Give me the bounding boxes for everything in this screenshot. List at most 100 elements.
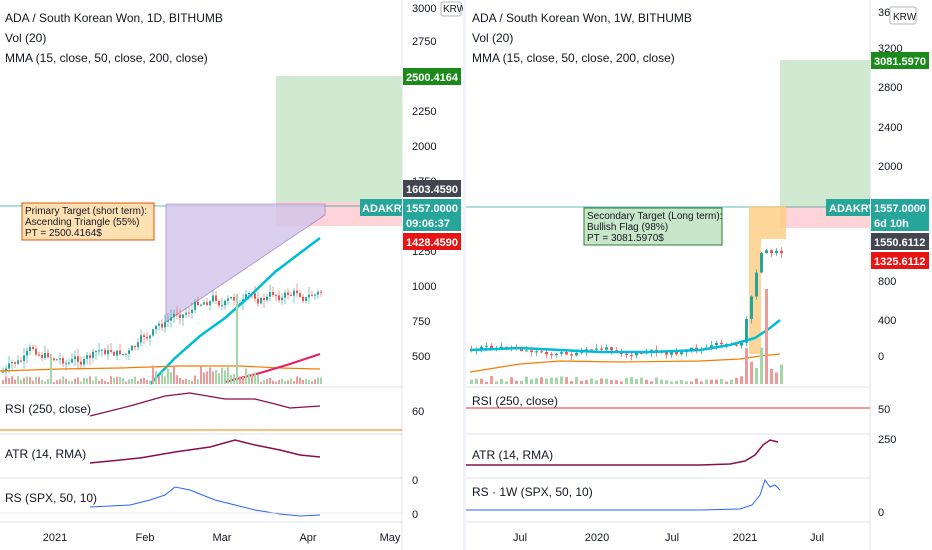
volume-bar: [80, 381, 82, 384]
candle-body: [134, 345, 136, 348]
volume-bar: [630, 377, 633, 384]
candle-body: [500, 346, 503, 349]
candle-body: [630, 354, 633, 356]
candle-body: [119, 350, 121, 355]
volume-bar: [299, 377, 301, 384]
volume-bar: [170, 371, 172, 384]
candle-body: [740, 342, 743, 346]
volume-bar: [89, 376, 91, 384]
right-atr-tick: 250: [878, 434, 896, 446]
left-currency-box[interactable]: [440, 1, 462, 17]
candle-body: [191, 309, 193, 314]
candle-body: [194, 301, 196, 310]
volume-bar: [53, 381, 55, 384]
volume-bar: [595, 380, 598, 384]
volume-bar: [293, 381, 295, 384]
volume-bar: [11, 376, 13, 384]
right-chart-title[interactable]: ADA / South Korean Won, 1W, BITHUMB: [472, 11, 692, 25]
right-rsi-label[interactable]: RSI (250, close): [472, 394, 558, 408]
volume-bar: [635, 379, 638, 384]
left-vol-legend[interactable]: Vol (20): [5, 31, 46, 45]
volume-bar: [173, 366, 175, 384]
candle-body: [296, 290, 298, 294]
left-tag-target-bg: [403, 68, 461, 85]
candle-body: [230, 296, 232, 299]
candle-body: [11, 362, 13, 364]
volume-bar: [47, 378, 49, 384]
right-atr-label[interactable]: ATR (14, RMA): [472, 448, 553, 462]
volume-bar: [101, 378, 103, 384]
candle-body: [269, 292, 271, 297]
left-rsi-label[interactable]: RSI (250, close): [5, 402, 91, 416]
volume-bar: [625, 377, 628, 384]
volume-bar: [730, 379, 733, 384]
volume-bar: [515, 380, 518, 384]
volume-bar: [580, 380, 583, 384]
volume-bar: [620, 381, 623, 384]
candle-body: [765, 250, 768, 253]
volume-bar: [745, 348, 748, 384]
left-price-tick: 1000: [412, 281, 436, 293]
volume-bar: [14, 379, 16, 384]
candle-body: [695, 347, 698, 350]
candle-body: [565, 352, 568, 355]
right-price-tick: 800: [878, 276, 896, 288]
left-rs-tick: 0: [412, 509, 418, 521]
volume-bar: [17, 376, 19, 384]
candle-body: [735, 344, 738, 346]
left-chart-title[interactable]: ADA / South Korean Won, 1D, BITHUMB: [5, 11, 223, 25]
volume-bar: [530, 379, 533, 384]
volume-bar: [230, 374, 232, 384]
volume-bar: [545, 378, 548, 384]
volume-bar: [263, 379, 265, 384]
candle-body: [71, 359, 73, 363]
left-volume: [2, 294, 322, 384]
left-symbol-tag[interactable]: ADAKRW: [362, 203, 413, 215]
volume-bar: [212, 371, 214, 384]
candle-body: [53, 358, 55, 361]
right-note-line2: Bullish Flag (98%): [587, 222, 668, 233]
volume-bar: [480, 378, 483, 384]
candle-body: [525, 350, 528, 352]
right-note-line1: Secondary Target (Long term):: [587, 211, 722, 222]
volume-bar: [134, 376, 136, 384]
left-ascending-triangle: [165, 203, 326, 323]
volume-bar: [131, 378, 133, 384]
candle-body: [113, 351, 115, 356]
candle-body: [203, 302, 205, 305]
candle-body: [167, 320, 169, 322]
left-mma-legend[interactable]: MMA (15, close, 50, close, 200, close): [5, 51, 208, 65]
left-note-line1: Primary Target (short term):: [25, 206, 147, 217]
candle-body: [176, 313, 178, 315]
right-tag-target-bg: [871, 52, 929, 69]
volume-bar: [645, 379, 648, 384]
right-symbol-tag[interactable]: ADAKRW: [829, 203, 880, 215]
right-currency-box[interactable]: [889, 6, 917, 25]
candle-body: [221, 305, 223, 307]
candle-body: [65, 363, 67, 365]
candle-body: [152, 329, 154, 336]
volume-bar: [239, 376, 241, 384]
volume-bar: [143, 377, 145, 384]
right-vol-legend[interactable]: Vol (20): [472, 31, 513, 45]
right-mma-legend[interactable]: MMA (15, close, 50, close, 200, close): [472, 51, 675, 65]
candle-body: [164, 321, 166, 328]
volume-bar: [308, 379, 310, 384]
candle-body: [41, 354, 43, 359]
left-rs-label[interactable]: RS (SPX, 50, 10): [5, 491, 97, 505]
volume-bar: [725, 381, 728, 384]
volume-bar: [98, 381, 100, 384]
candle-body: [182, 314, 184, 318]
volume-bar: [182, 379, 184, 384]
volume-bar: [107, 381, 109, 384]
right-rs-label[interactable]: RS · 1W (SPX, 50, 10): [472, 485, 593, 499]
candle-body: [278, 295, 280, 301]
volume-bar: [2, 380, 4, 384]
candle-body: [227, 298, 229, 301]
volume-bar: [35, 376, 37, 384]
volume-bar: [23, 377, 25, 384]
volume-bar: [113, 378, 115, 384]
left-rs-line: [89, 486, 321, 517]
left-note-line2: Ascending Triangle (55%): [25, 217, 140, 228]
left-atr-label[interactable]: ATR (14, RMA): [5, 447, 86, 461]
